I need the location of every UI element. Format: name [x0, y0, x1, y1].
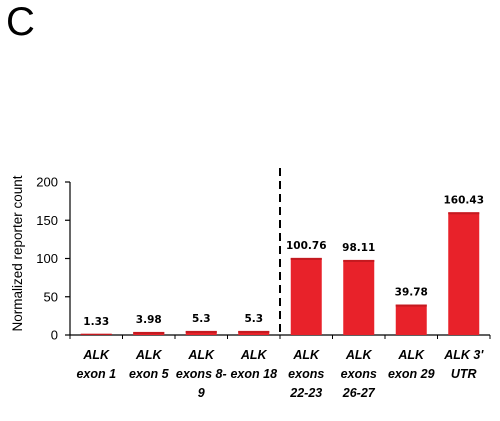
category-label-line: exon 5 [129, 367, 170, 381]
category-label-line: exon 18 [230, 367, 277, 381]
category-label-line: exon 29 [388, 367, 435, 381]
category-label-line: ALK [240, 348, 268, 362]
bar [395, 304, 427, 335]
data-label: 5.3 [244, 313, 263, 325]
bar [448, 212, 480, 335]
y-tick-label: 0 [51, 328, 58, 343]
category-label-line: exons 8- [176, 367, 227, 381]
category-label: ALK exon 18 [230, 348, 277, 381]
category-label: ALK exons 8- 9 [176, 348, 227, 400]
category-label-line: ALK [187, 348, 215, 362]
bar-top-edge [448, 212, 480, 215]
y-tick-label: 200 [36, 175, 58, 190]
category-label-line: ALK [345, 348, 373, 362]
bar-top-edge [133, 331, 165, 334]
data-label: 98.11 [342, 242, 375, 254]
y-tick-label: 100 [36, 251, 58, 266]
bar [343, 259, 375, 335]
bar-top-edge [238, 330, 270, 333]
category-label-line: UTR [451, 367, 477, 381]
bar [185, 330, 217, 335]
data-label: 5.3 [192, 313, 211, 325]
bar [238, 330, 270, 335]
category-label: ALK exon 1 [76, 348, 116, 381]
y-tick-label: 150 [36, 213, 58, 228]
bar-top-edge [395, 304, 427, 307]
panel-letter: C [6, 0, 35, 44]
category-label: ALK 3' UTR [443, 348, 484, 381]
category-label-line: exon 1 [76, 367, 116, 381]
category-label-line: exons [288, 367, 324, 381]
category-label-line: exons [341, 367, 377, 381]
bar [290, 257, 322, 335]
category-label: ALK exons 22-23 [288, 348, 324, 400]
data-label: 1.33 [83, 316, 109, 328]
data-label: 160.43 [443, 194, 484, 206]
y-axis-title: Normalized reporter count [10, 175, 25, 331]
category-label-line: ALK 3' [443, 348, 484, 362]
category-label-line: ALK [292, 348, 320, 362]
data-label: 100.76 [286, 240, 327, 252]
data-label: 39.78 [395, 287, 428, 299]
bar-top-edge [290, 257, 322, 260]
category-label-line: ALK [397, 348, 425, 362]
category-label-line: ALK [82, 348, 110, 362]
category-label: ALK exon 29 [388, 348, 435, 381]
bar-top-edge [343, 259, 375, 262]
category-label-line: 26-27 [342, 386, 376, 400]
category-label-line: 22-23 [289, 386, 322, 400]
y-tick-label: 50 [44, 289, 58, 304]
category-label-line: 9 [198, 386, 205, 400]
bar-top-edge [185, 330, 217, 333]
category-label: ALK exon 5 [129, 348, 170, 381]
category-label-line: ALK [135, 348, 163, 362]
data-label: 3.98 [136, 314, 162, 326]
bar-top-edge [80, 333, 112, 335]
category-label: ALK exons 26-27 [341, 348, 377, 400]
